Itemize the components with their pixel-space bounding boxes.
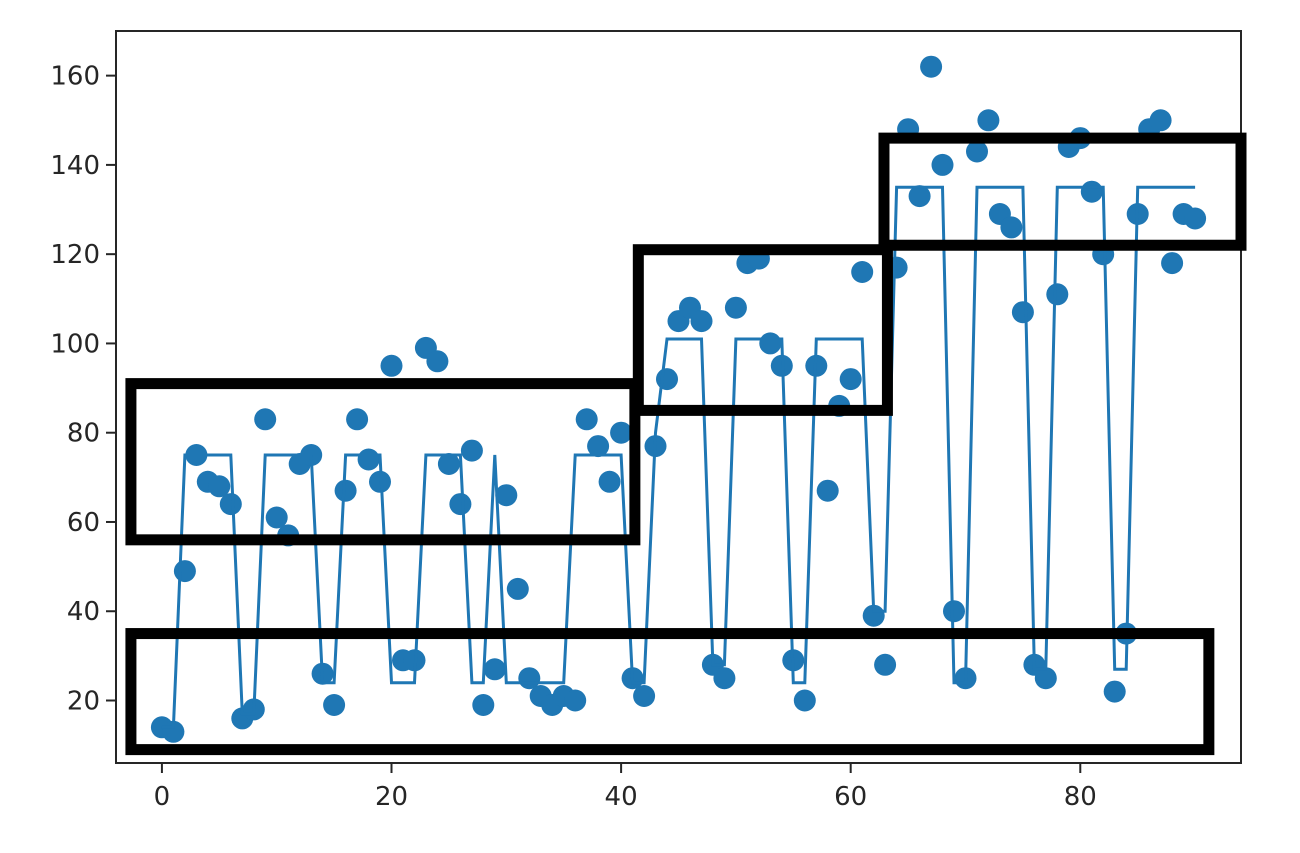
y-tick-label: 140 bbox=[50, 151, 100, 181]
y-tick-label: 60 bbox=[67, 508, 100, 538]
data-point bbox=[357, 448, 380, 471]
data-point bbox=[254, 408, 277, 431]
data-point bbox=[908, 185, 931, 208]
data-point bbox=[380, 354, 403, 377]
data-point bbox=[690, 310, 713, 333]
data-point bbox=[334, 479, 357, 502]
data-point bbox=[966, 140, 988, 163]
data-point bbox=[506, 577, 529, 600]
annotation-boxes bbox=[125, 132, 1247, 756]
y-tick-label: 80 bbox=[67, 419, 100, 449]
data-point bbox=[1103, 680, 1126, 703]
data-point bbox=[587, 435, 610, 458]
data-point bbox=[437, 453, 460, 475]
data-point bbox=[874, 653, 897, 676]
data-point bbox=[851, 261, 874, 283]
data-point bbox=[1149, 109, 1172, 132]
x-tick-label: 40 bbox=[605, 782, 638, 812]
data-point bbox=[633, 685, 656, 707]
data-point bbox=[931, 153, 954, 176]
data-point bbox=[460, 439, 483, 462]
data-point bbox=[598, 470, 621, 493]
annotation-box bbox=[632, 244, 893, 416]
data-point bbox=[265, 506, 288, 529]
data-point bbox=[759, 332, 782, 355]
data-point bbox=[575, 408, 598, 431]
data-point bbox=[793, 689, 816, 712]
annotation-box bbox=[125, 628, 1215, 756]
data-point bbox=[1161, 252, 1184, 275]
data-point bbox=[713, 667, 736, 690]
annotation-box bbox=[125, 378, 641, 546]
data-point bbox=[1080, 180, 1103, 203]
data-point bbox=[483, 658, 506, 681]
y-tick-label: 120 bbox=[50, 240, 100, 270]
data-point bbox=[1011, 301, 1034, 324]
y-tick-label: 100 bbox=[50, 329, 100, 359]
annotation-box bbox=[878, 132, 1247, 251]
data-point bbox=[323, 694, 346, 716]
data-point bbox=[943, 600, 965, 623]
data-point bbox=[219, 493, 242, 516]
data-point bbox=[472, 694, 495, 716]
data-point bbox=[656, 368, 678, 391]
data-point bbox=[977, 109, 1000, 132]
chart-marks bbox=[115, 30, 1242, 764]
data-point bbox=[495, 484, 518, 507]
data-point bbox=[1000, 216, 1023, 239]
x-tick-label: 80 bbox=[1064, 782, 1097, 812]
data-point bbox=[564, 689, 587, 712]
data-point bbox=[173, 560, 196, 583]
plot-frame bbox=[115, 30, 1242, 764]
data-point bbox=[1046, 283, 1069, 306]
x-tick-label: 20 bbox=[375, 782, 408, 812]
data-point bbox=[346, 408, 369, 431]
chart-ticks: 0 20 40 60 80 20 40 60 80 100 120 140 160 bbox=[50, 62, 1096, 812]
data-point bbox=[610, 421, 633, 444]
y-tick-label: 160 bbox=[50, 62, 100, 92]
data-point bbox=[839, 368, 862, 391]
series-line bbox=[161, 185, 1196, 729]
x-tick-label: 0 bbox=[154, 782, 171, 812]
data-point bbox=[724, 296, 747, 319]
data-point bbox=[1184, 207, 1207, 230]
data-point bbox=[920, 55, 943, 78]
y-tick-label: 20 bbox=[67, 687, 100, 717]
x-tick-label: 60 bbox=[834, 782, 867, 812]
data-point bbox=[449, 493, 472, 516]
data-point bbox=[816, 479, 839, 502]
data-point bbox=[208, 475, 231, 498]
data-point bbox=[426, 350, 449, 373]
data-point bbox=[1034, 667, 1057, 690]
y-tick-label: 40 bbox=[67, 597, 100, 627]
